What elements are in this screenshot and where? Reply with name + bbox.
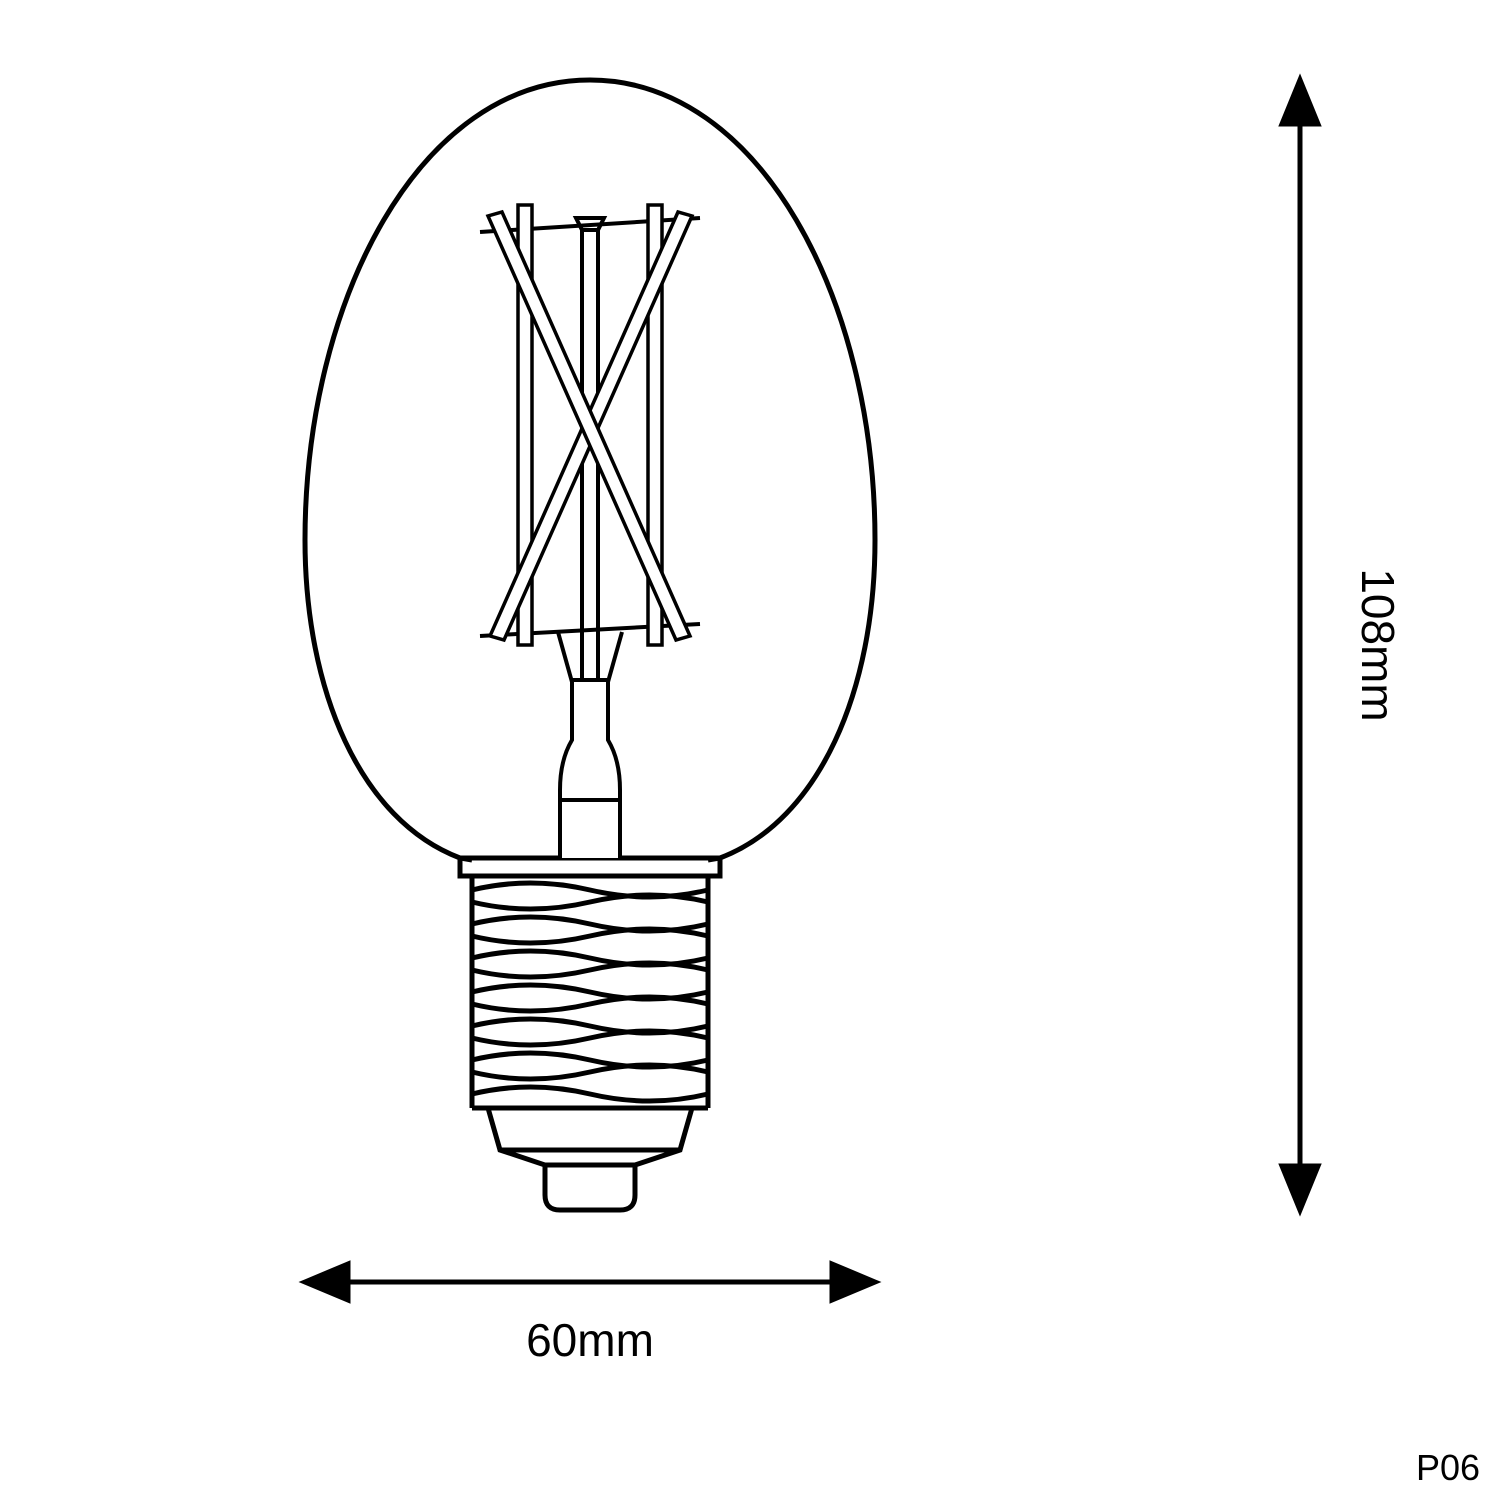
dimension-height-label: 108mm [1352, 568, 1404, 721]
filament-rods [488, 205, 692, 682]
dimension-width-label: 60mm [526, 1314, 654, 1366]
screw-base [472, 876, 708, 1108]
part-number-label: P06 [1416, 1447, 1480, 1488]
base-contact [488, 1108, 692, 1210]
dimension-width [305, 1264, 875, 1300]
bulb-collar [460, 858, 720, 876]
dimension-height [1282, 80, 1318, 1210]
internal-stem [560, 218, 620, 858]
